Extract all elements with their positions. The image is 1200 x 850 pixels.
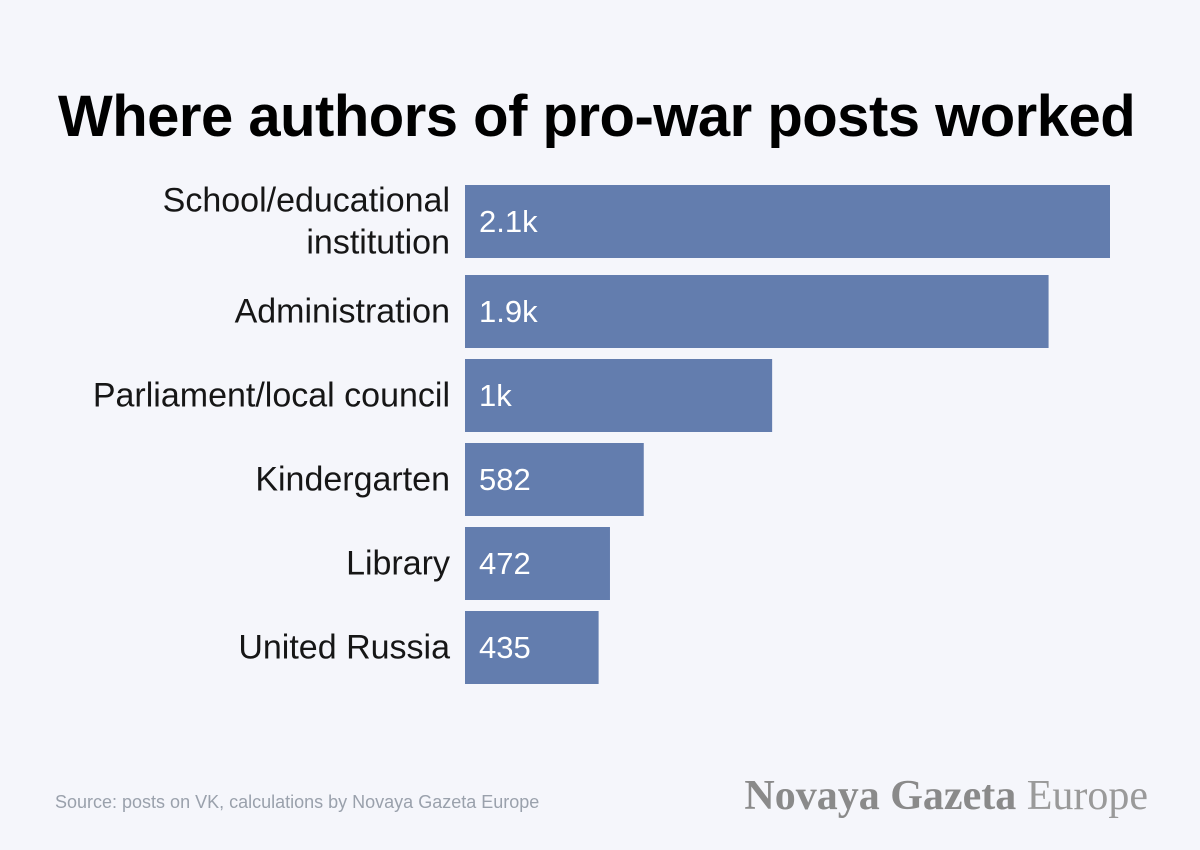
bar-value-label: 2.1k (479, 204, 538, 239)
bar-value-label: 1k (479, 378, 512, 413)
category-label: United Russia (238, 629, 450, 667)
bar-value-label: 582 (479, 462, 531, 497)
category-label: School/educational (163, 182, 450, 220)
category-label: Kindergarten (255, 461, 450, 499)
bar-value-label: 1.9k (479, 294, 538, 329)
bar-value-label: 472 (479, 546, 531, 581)
category-label: Administration (235, 293, 450, 331)
bar (465, 275, 1049, 348)
source-note: Source: posts on VK, calculations by Nov… (55, 792, 540, 812)
brand-logo: Novaya Gazeta Europe (744, 772, 1148, 820)
category-label: institution (306, 224, 450, 262)
bar (465, 611, 599, 684)
bar (465, 527, 610, 600)
brand-logo-name: Novaya Gazeta (744, 773, 1017, 819)
bar (465, 443, 644, 516)
bar-value-label: 435 (479, 630, 531, 665)
category-label: Library (346, 545, 450, 583)
bar (465, 185, 1110, 258)
brand-logo-region: Europe (1026, 773, 1148, 819)
category-label: Parliament/local council (93, 377, 450, 415)
chart-title: Where authors of pro-war posts worked (58, 84, 1136, 149)
bar (465, 359, 773, 432)
